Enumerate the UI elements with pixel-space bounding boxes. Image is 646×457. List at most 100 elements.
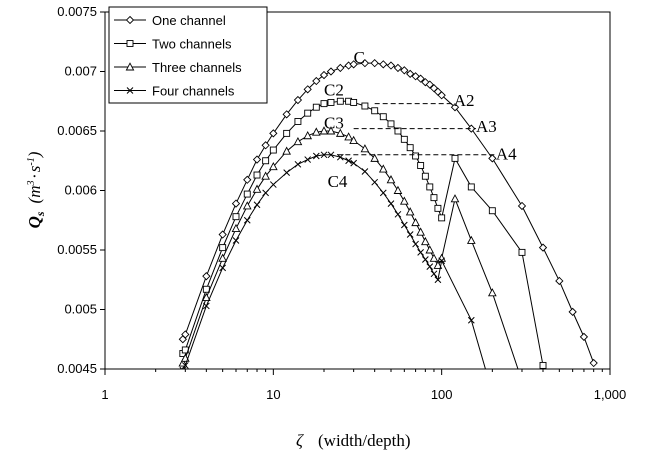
data-point	[303, 130, 313, 140]
data-point	[232, 213, 240, 221]
data-point	[326, 126, 336, 135]
data-point	[327, 151, 335, 159]
data-point	[433, 260, 443, 269]
legend-box	[108, 6, 268, 104]
data-point	[430, 270, 438, 278]
data-point	[400, 221, 408, 229]
data-point	[304, 109, 312, 117]
y-axis-symbol: Q	[25, 216, 44, 228]
data-point	[312, 76, 321, 86]
legend-marker	[125, 62, 135, 71]
data-point	[370, 153, 380, 162]
data-point	[387, 120, 395, 128]
y-axis-unit-m: m	[25, 185, 44, 197]
series-layer	[178, 59, 598, 369]
data-point	[421, 236, 430, 246]
data-point	[393, 63, 403, 73]
legend-label: Two channels	[152, 37, 232, 52]
data-point	[429, 253, 439, 262]
series-line	[182, 100, 544, 366]
annotation-label: C	[354, 48, 365, 67]
data-point	[399, 196, 409, 205]
data-point	[406, 69, 415, 79]
data-point	[379, 189, 387, 197]
data-point	[326, 67, 336, 76]
data-point	[231, 223, 241, 233]
data-point	[538, 243, 548, 252]
y-tick-label: 0.007	[64, 64, 97, 79]
data-point	[416, 74, 425, 83]
data-point	[438, 214, 446, 222]
data-point	[268, 161, 278, 171]
data-point	[417, 162, 425, 169]
data-point	[282, 146, 292, 155]
series-line	[182, 130, 519, 369]
data-point	[434, 276, 442, 284]
x-axis-ticks: 1 10 100 1,000	[101, 369, 626, 402]
data-point	[393, 185, 403, 194]
y-tick-label: 0.0055	[57, 242, 97, 257]
data-point	[466, 235, 476, 244]
data-point	[421, 256, 429, 263]
legend-item: Four channels	[114, 84, 235, 99]
data-point	[426, 183, 434, 191]
data-point	[243, 190, 251, 198]
data-point	[387, 200, 395, 207]
data-point	[467, 124, 476, 133]
data-point	[425, 80, 434, 89]
data-point	[242, 201, 252, 210]
data-point	[406, 144, 414, 152]
data-point	[379, 60, 388, 69]
y-tick-label: 0.005	[64, 302, 97, 317]
data-point	[269, 146, 277, 154]
data-point	[311, 127, 321, 136]
data-point	[312, 103, 320, 111]
svg-text:Qs(m3·s-1): Qs(m3·s-1)	[25, 151, 47, 228]
data-point	[438, 257, 446, 265]
data-point	[293, 136, 303, 146]
data-point	[294, 160, 302, 168]
series-1	[178, 59, 598, 368]
data-point	[181, 330, 190, 339]
y-axis-label: Qs(m3·s-1)	[25, 151, 47, 228]
data-point	[371, 178, 379, 186]
annotation-label: C3	[324, 114, 344, 133]
data-point	[467, 183, 475, 191]
data-point	[426, 263, 434, 271]
y-tick-label: 0.0045	[57, 361, 97, 376]
series-3	[178, 126, 519, 369]
data-point	[319, 126, 329, 135]
x-tick-label: 1,000	[594, 387, 627, 402]
y-axis-subscript: s	[33, 211, 47, 217]
data-point	[282, 110, 291, 119]
data-point	[370, 59, 379, 68]
data-point	[219, 264, 227, 272]
y-axis-unit-s-exp: -1	[26, 157, 37, 165]
data-point	[386, 61, 396, 70]
data-point	[361, 102, 369, 110]
data-point	[243, 175, 252, 184]
data-point	[335, 128, 345, 137]
data-point	[349, 135, 358, 144]
legend-label: One channel	[152, 13, 226, 28]
y-tick-label: 0.0065	[57, 123, 97, 138]
annotation-label: C2	[324, 80, 344, 99]
data-point	[386, 175, 396, 184]
data-point	[253, 201, 261, 209]
data-point	[555, 276, 564, 286]
data-point	[467, 316, 475, 324]
series-line	[182, 154, 486, 369]
data-point	[394, 210, 402, 218]
series-2	[179, 97, 547, 369]
x-axis-symbol: ζ	[296, 431, 304, 450]
data-point	[421, 172, 429, 180]
x-tick-label: 10	[266, 387, 280, 402]
data-point	[412, 240, 419, 248]
data-point	[434, 204, 442, 212]
legend-item: Three channels	[114, 60, 242, 75]
data-point	[349, 60, 358, 69]
data-point	[378, 164, 388, 173]
x-tick-label: 100	[431, 387, 453, 402]
data-point	[344, 132, 353, 141]
data-point	[303, 85, 312, 94]
